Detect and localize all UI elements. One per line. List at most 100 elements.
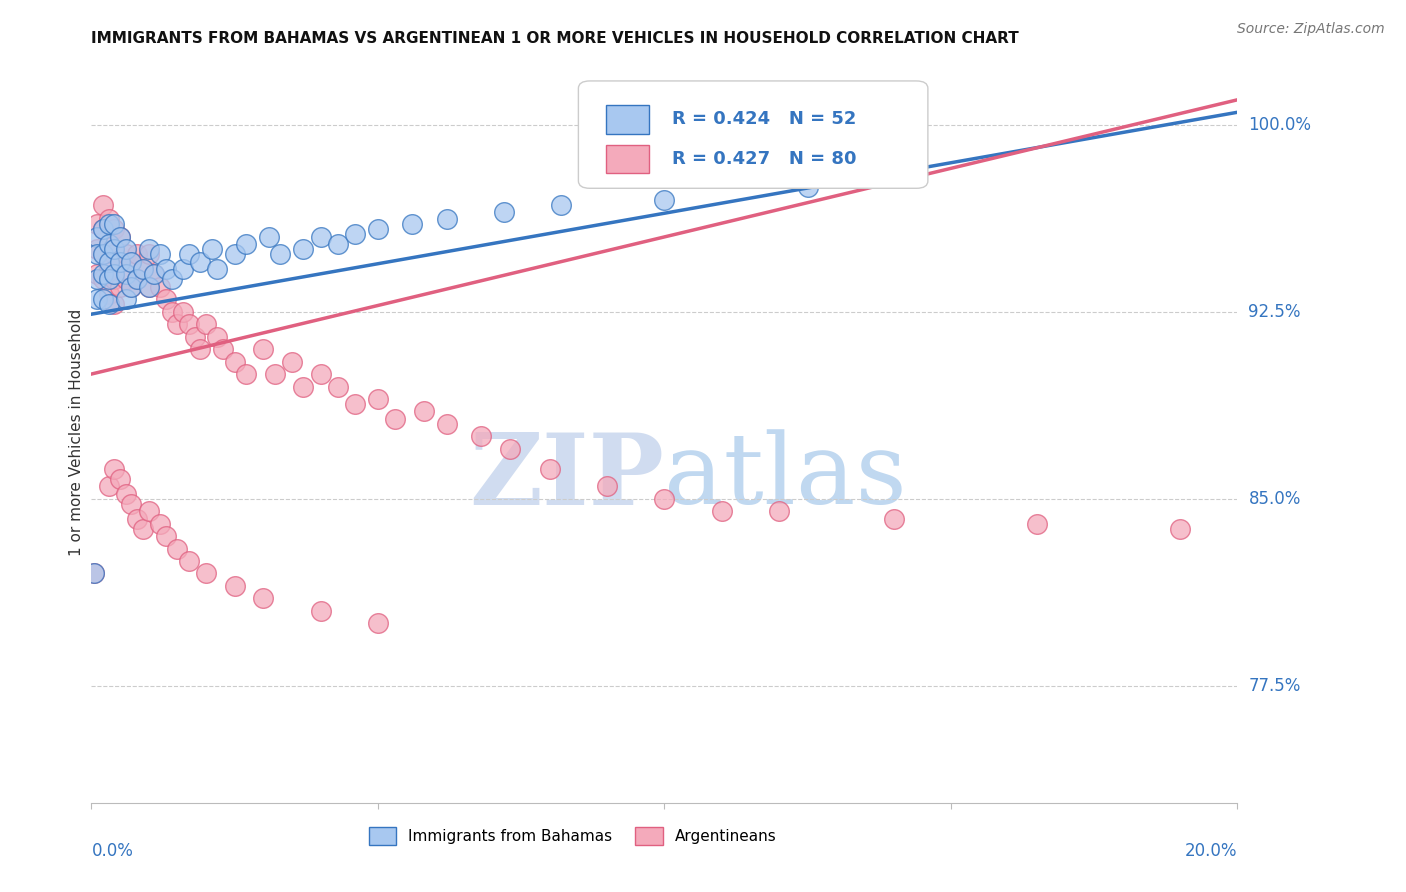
Point [121, 280, 143, 294]
Point [155, 262, 177, 277]
Point [97, 272, 120, 286]
Point [103, 272, 125, 286]
Point [252, 342, 274, 356]
Point [127, 247, 149, 261]
Point [194, 566, 217, 581]
Point [652, 193, 675, 207]
Text: 100.0%: 100.0% [1249, 116, 1312, 134]
Point [177, 247, 200, 261]
Point [138, 280, 160, 294]
Point [292, 243, 315, 257]
Point [108, 280, 131, 294]
Point [596, 479, 619, 493]
Point [177, 554, 200, 568]
Point [127, 272, 149, 286]
Point [103, 462, 125, 476]
Point [91, 222, 114, 236]
Point [166, 317, 188, 331]
Point [343, 227, 366, 242]
Text: IMMIGRANTS FROM BAHAMAS VS ARGENTINEAN 1 OR MORE VEHICLES IN HOUSEHOLD CORRELATI: IMMIGRANTS FROM BAHAMAS VS ARGENTINEAN 1… [91, 31, 1019, 46]
Point [155, 292, 177, 306]
Point [492, 205, 515, 219]
Point [188, 342, 211, 356]
Point [710, 504, 733, 518]
Text: R = 0.427   N = 80: R = 0.427 N = 80 [672, 150, 856, 168]
Point [1025, 516, 1047, 531]
Point [121, 255, 143, 269]
Point [138, 280, 160, 294]
Point [108, 255, 131, 269]
Point [436, 417, 458, 431]
Point [367, 392, 389, 406]
Point [149, 280, 172, 294]
Point [172, 304, 194, 318]
Point [86, 292, 108, 306]
Point [194, 317, 217, 331]
Point [498, 442, 520, 456]
Point [91, 222, 114, 236]
Point [326, 237, 349, 252]
Point [224, 579, 246, 593]
Point [138, 247, 160, 261]
Point [121, 497, 143, 511]
Point [149, 247, 172, 261]
Point [235, 367, 257, 381]
Point [114, 247, 136, 261]
Point [257, 230, 280, 244]
Text: 20.0%: 20.0% [1185, 842, 1237, 860]
Point [367, 222, 389, 236]
Point [138, 504, 160, 518]
Point [201, 243, 224, 257]
Point [103, 218, 125, 232]
Point [263, 367, 285, 381]
Point [309, 367, 332, 381]
Point [384, 412, 406, 426]
Point [149, 516, 172, 531]
Point [212, 342, 235, 356]
Point [132, 262, 155, 277]
Point [91, 247, 114, 261]
Point [160, 272, 183, 286]
Point [166, 541, 188, 556]
Point [224, 247, 246, 261]
Point [538, 462, 561, 476]
Point [97, 218, 120, 232]
Point [401, 218, 423, 232]
Point [132, 522, 155, 536]
Point [160, 304, 183, 318]
Point [550, 197, 572, 211]
Text: ZIP: ZIP [470, 428, 664, 525]
Point [103, 247, 125, 261]
Point [108, 230, 131, 244]
Point [114, 272, 136, 286]
Point [138, 243, 160, 257]
Point [326, 379, 349, 393]
Point [412, 404, 434, 418]
Point [882, 511, 904, 525]
Point [103, 222, 125, 236]
Y-axis label: 1 or more Vehicles in Household: 1 or more Vehicles in Household [69, 309, 84, 557]
Point [143, 268, 166, 282]
Point [177, 317, 200, 331]
Point [796, 180, 818, 194]
Point [309, 230, 332, 244]
Point [83, 566, 105, 581]
Point [309, 604, 332, 618]
Point [343, 397, 366, 411]
Point [121, 280, 143, 294]
Point [97, 237, 120, 252]
Text: 85.0%: 85.0% [1249, 490, 1301, 508]
Point [108, 472, 131, 486]
Point [269, 247, 291, 261]
Point [172, 262, 194, 277]
Point [97, 479, 120, 493]
Point [83, 566, 105, 581]
Point [91, 272, 114, 286]
Point [652, 491, 675, 506]
Point [114, 486, 136, 500]
Text: R = 0.424   N = 52: R = 0.424 N = 52 [672, 111, 856, 128]
Point [97, 237, 120, 252]
Text: 92.5%: 92.5% [1249, 302, 1301, 321]
Point [91, 247, 114, 261]
Point [114, 292, 136, 306]
